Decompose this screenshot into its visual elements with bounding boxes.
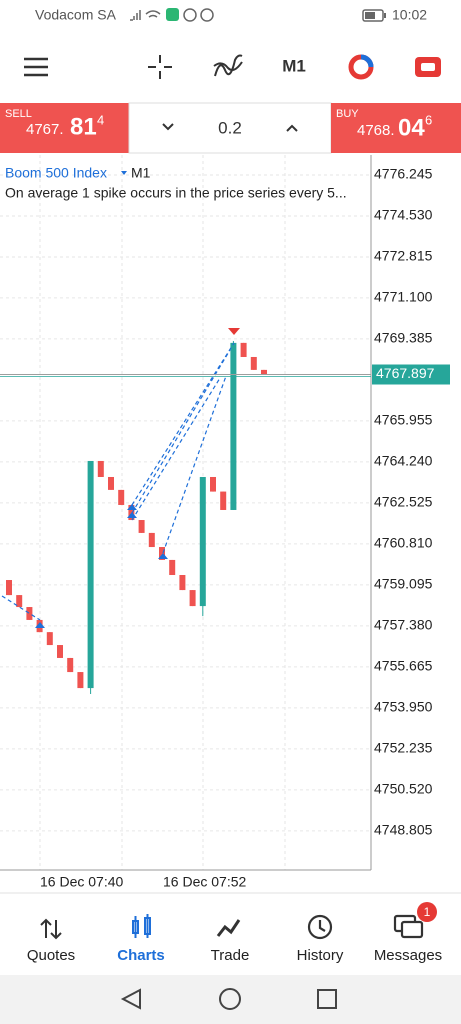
trade-icon[interactable] bbox=[216, 919, 241, 937]
candle-body bbox=[230, 342, 237, 510]
charts-icon[interactable] bbox=[132, 914, 151, 938]
buy-label: BUY bbox=[336, 108, 359, 120]
candle-body bbox=[179, 575, 186, 591]
y-tick-label: 4765.955 bbox=[374, 412, 433, 428]
candle-body bbox=[148, 532, 155, 548]
buy-price-big: 04 bbox=[398, 114, 425, 141]
status-icons bbox=[130, 8, 214, 22]
y-tick-label: 4772.815 bbox=[374, 248, 433, 264]
volume-box bbox=[128, 102, 332, 154]
nav-messages[interactable]: Messages bbox=[374, 947, 442, 964]
y-tick-label: 4757.380 bbox=[374, 617, 433, 633]
timeframe-button[interactable]: M1 bbox=[282, 56, 306, 75]
candle-body bbox=[138, 520, 145, 533]
sell-price-big: 81 bbox=[70, 113, 97, 140]
y-tick-label: 4759.095 bbox=[374, 576, 433, 592]
back-button[interactable] bbox=[120, 988, 141, 1010]
candle-body bbox=[169, 559, 176, 576]
quotes-icon[interactable] bbox=[40, 918, 62, 940]
candle-body bbox=[189, 590, 196, 607]
candle-body bbox=[97, 460, 104, 477]
candles bbox=[6, 340, 267, 695]
y-tick-label: 4752.235 bbox=[374, 740, 433, 756]
candle-body bbox=[118, 489, 125, 505]
candle-body bbox=[250, 356, 257, 370]
system-nav bbox=[0, 975, 461, 1024]
badge-circle bbox=[417, 902, 437, 922]
battery-icon bbox=[362, 9, 386, 22]
candle-body bbox=[159, 547, 165, 560]
candle-body bbox=[108, 476, 114, 490]
y-tick-label: 4748.805 bbox=[374, 822, 433, 838]
candle-body bbox=[46, 632, 53, 646]
recents-button[interactable] bbox=[317, 989, 337, 1009]
y-tick-label: 4760.810 bbox=[374, 535, 433, 551]
indicators-button[interactable] bbox=[213, 54, 243, 77]
chart-timeframe: M1 bbox=[131, 165, 151, 181]
sell-price-sup: 4 bbox=[97, 112, 104, 127]
x-tick-label: 16 Dec 07:52 bbox=[163, 874, 246, 890]
candle-body bbox=[6, 580, 12, 596]
candle-body bbox=[240, 342, 247, 357]
candle-body bbox=[87, 460, 94, 689]
chart-subtitle: On average 1 spike occurs in the price s… bbox=[5, 185, 347, 201]
y-tick-label: 4764.240 bbox=[374, 453, 433, 469]
candle-body bbox=[199, 476, 206, 607]
y-tick-label: 4762.525 bbox=[374, 494, 433, 510]
menu-button[interactable] bbox=[24, 57, 48, 77]
y-tick-label: 4750.520 bbox=[374, 781, 433, 797]
badge: 1 bbox=[424, 905, 431, 919]
buy-button[interactable]: BUY 4768. 04 6 bbox=[331, 103, 461, 153]
y-tick-label: 4776.245 bbox=[374, 166, 433, 182]
x-tick-label: 16 Dec 07:40 bbox=[40, 874, 123, 890]
history-icon[interactable] bbox=[307, 914, 333, 940]
trade-arrows bbox=[35, 328, 240, 628]
candle-body bbox=[220, 491, 227, 510]
candle-body bbox=[128, 504, 135, 521]
crosshair-button[interactable] bbox=[148, 55, 172, 79]
candle-body bbox=[26, 607, 33, 620]
candle-body bbox=[57, 645, 63, 658]
nav-quotes[interactable]: Quotes bbox=[27, 947, 75, 964]
nav-bar bbox=[0, 893, 461, 975]
vertical-grid bbox=[39, 155, 286, 870]
nav-history[interactable]: History bbox=[297, 947, 344, 964]
candle-body bbox=[16, 595, 23, 608]
nav-trade[interactable]: Trade bbox=[211, 947, 250, 964]
volume-up[interactable] bbox=[286, 124, 298, 132]
sell-price-small: 4767. bbox=[26, 121, 64, 138]
candle-body bbox=[77, 672, 84, 689]
trade-lines bbox=[1, 342, 235, 621]
nav-charts[interactable]: Charts bbox=[117, 947, 165, 964]
current-price-label: 4767.897 bbox=[376, 365, 435, 381]
sell-button[interactable]: SELL 4767. 81 4 bbox=[0, 103, 129, 153]
symbol[interactable]: Boom 500 Index bbox=[5, 165, 107, 181]
y-tick-label: 4774.530 bbox=[374, 207, 433, 223]
candle-body bbox=[210, 476, 216, 492]
messages-icon[interactable] bbox=[393, 914, 424, 939]
current-price-box bbox=[372, 364, 450, 385]
grid bbox=[0, 174, 371, 832]
trade-button[interactable] bbox=[415, 57, 441, 77]
sell-label: SELL bbox=[5, 108, 32, 120]
volume[interactable]: 0.2 bbox=[218, 118, 242, 137]
y-tick-label: 4753.950 bbox=[374, 699, 433, 715]
buy-price-small: 4768. bbox=[357, 122, 395, 139]
volume-down[interactable] bbox=[162, 123, 174, 131]
y-tick-label: 4771.100 bbox=[374, 289, 433, 305]
buy-price-sup: 6 bbox=[425, 112, 432, 127]
carrier: Vodacom SA bbox=[35, 7, 117, 23]
home-button[interactable] bbox=[219, 988, 241, 1010]
candle-body bbox=[67, 657, 74, 673]
objects-button[interactable] bbox=[348, 54, 374, 80]
y-tick-label: 4755.665 bbox=[374, 658, 433, 674]
candle-body bbox=[261, 369, 267, 375]
clock: 10:02 bbox=[392, 7, 427, 23]
symbol-dropdown[interactable] bbox=[121, 171, 127, 175]
y-tick-label: 4769.385 bbox=[374, 330, 433, 346]
